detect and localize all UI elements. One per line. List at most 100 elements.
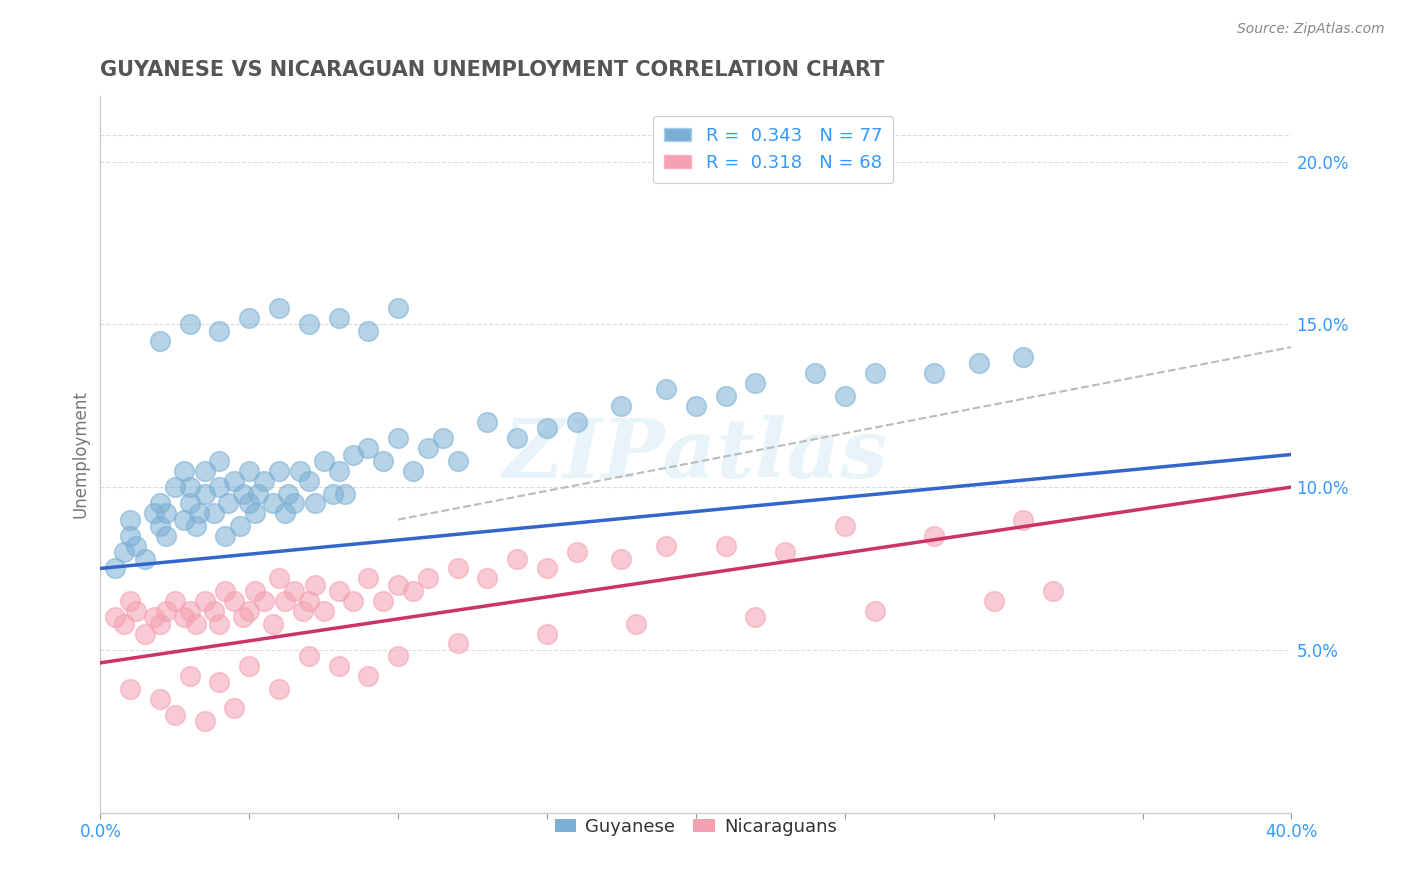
- Point: [274, 594, 297, 608]
- Point: [387, 649, 409, 664]
- Point: [804, 366, 827, 380]
- Point: [134, 626, 156, 640]
- Point: [155, 604, 177, 618]
- Point: [983, 594, 1005, 608]
- Point: [155, 529, 177, 543]
- Point: [506, 431, 529, 445]
- Point: [232, 610, 254, 624]
- Point: [120, 594, 142, 608]
- Text: Source: ZipAtlas.com: Source: ZipAtlas.com: [1237, 22, 1385, 37]
- Point: [328, 310, 350, 325]
- Point: [298, 649, 321, 664]
- Point: [194, 594, 217, 608]
- Point: [187, 506, 209, 520]
- Point: [184, 519, 207, 533]
- Point: [238, 464, 260, 478]
- Point: [536, 626, 558, 640]
- Point: [328, 659, 350, 673]
- Point: [224, 701, 246, 715]
- Point: [432, 431, 454, 445]
- Point: [298, 318, 321, 332]
- Point: [744, 376, 766, 390]
- Point: [416, 441, 439, 455]
- Point: [173, 513, 195, 527]
- Point: [322, 486, 344, 500]
- Point: [357, 669, 380, 683]
- Point: [120, 513, 142, 527]
- Point: [104, 610, 127, 624]
- Point: [387, 301, 409, 315]
- Point: [610, 399, 633, 413]
- Point: [333, 486, 356, 500]
- Point: [536, 561, 558, 575]
- Point: [565, 415, 588, 429]
- Point: [208, 454, 231, 468]
- Point: [134, 551, 156, 566]
- Point: [245, 506, 267, 520]
- Point: [291, 604, 314, 618]
- Point: [387, 578, 409, 592]
- Point: [245, 584, 267, 599]
- Text: ZIPatlas: ZIPatlas: [503, 415, 889, 494]
- Point: [565, 545, 588, 559]
- Point: [120, 529, 142, 543]
- Point: [267, 464, 290, 478]
- Point: [179, 318, 201, 332]
- Point: [208, 324, 231, 338]
- Point: [834, 519, 856, 533]
- Point: [714, 389, 737, 403]
- Point: [208, 480, 231, 494]
- Point: [202, 506, 225, 520]
- Point: [202, 604, 225, 618]
- Point: [179, 480, 201, 494]
- Point: [685, 399, 707, 413]
- Point: [224, 474, 246, 488]
- Point: [262, 616, 284, 631]
- Point: [112, 545, 135, 559]
- Point: [863, 604, 886, 618]
- Point: [655, 539, 678, 553]
- Point: [298, 474, 321, 488]
- Point: [714, 539, 737, 553]
- Point: [447, 561, 470, 575]
- Point: [298, 594, 321, 608]
- Point: [304, 496, 326, 510]
- Point: [238, 659, 260, 673]
- Point: [155, 506, 177, 520]
- Point: [104, 561, 127, 575]
- Point: [149, 616, 172, 631]
- Point: [922, 529, 945, 543]
- Point: [447, 454, 470, 468]
- Point: [194, 714, 217, 729]
- Point: [214, 584, 236, 599]
- Point: [267, 301, 290, 315]
- Point: [626, 616, 648, 631]
- Point: [447, 636, 470, 650]
- Point: [194, 464, 217, 478]
- Point: [655, 383, 678, 397]
- Point: [247, 486, 270, 500]
- Point: [373, 454, 395, 468]
- Point: [863, 366, 886, 380]
- Point: [149, 496, 172, 510]
- Point: [163, 594, 186, 608]
- Point: [142, 610, 165, 624]
- Point: [328, 584, 350, 599]
- Point: [125, 539, 148, 553]
- Point: [238, 310, 260, 325]
- Point: [416, 571, 439, 585]
- Point: [834, 389, 856, 403]
- Point: [304, 578, 326, 592]
- Point: [477, 571, 499, 585]
- Point: [224, 594, 246, 608]
- Point: [357, 441, 380, 455]
- Point: [922, 366, 945, 380]
- Point: [217, 496, 239, 510]
- Point: [208, 675, 231, 690]
- Point: [253, 594, 276, 608]
- Point: [214, 529, 236, 543]
- Y-axis label: Unemployment: Unemployment: [72, 391, 89, 518]
- Point: [283, 496, 305, 510]
- Point: [1042, 584, 1064, 599]
- Point: [208, 616, 231, 631]
